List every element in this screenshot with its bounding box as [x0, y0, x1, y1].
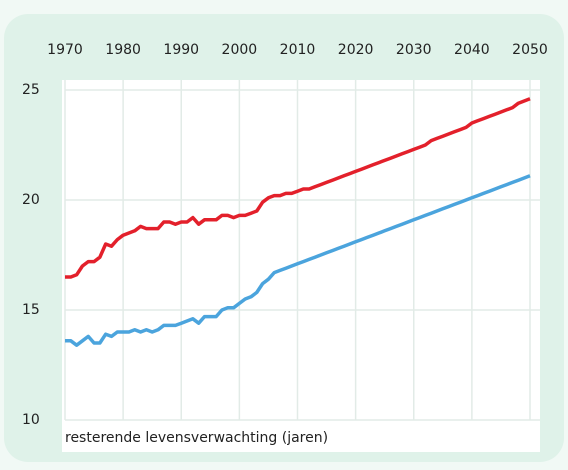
x-tick-label: 1980 [105, 42, 141, 58]
data-line [65, 97, 531, 279]
x-tick-label: 1990 [163, 42, 199, 58]
y-tick-label: 10 [22, 412, 40, 428]
x-tick-label: 2020 [338, 42, 374, 58]
y-tick-label: 15 [22, 302, 40, 318]
x-tick-label: 2000 [222, 42, 258, 58]
x-tick-label: 2050 [512, 42, 548, 58]
y-tick-label: 20 [22, 192, 40, 208]
x-tick-label: 2010 [280, 42, 316, 58]
data-line [65, 174, 531, 347]
x-tick-label: 2030 [396, 42, 432, 58]
y-tick-label: 25 [22, 82, 40, 98]
axis-label: resterende levensverwachting (jaren) [65, 430, 328, 446]
x-tick-label: 2040 [454, 42, 490, 58]
plot-area [62, 80, 540, 452]
x-tick-label: 1970 [47, 42, 83, 58]
